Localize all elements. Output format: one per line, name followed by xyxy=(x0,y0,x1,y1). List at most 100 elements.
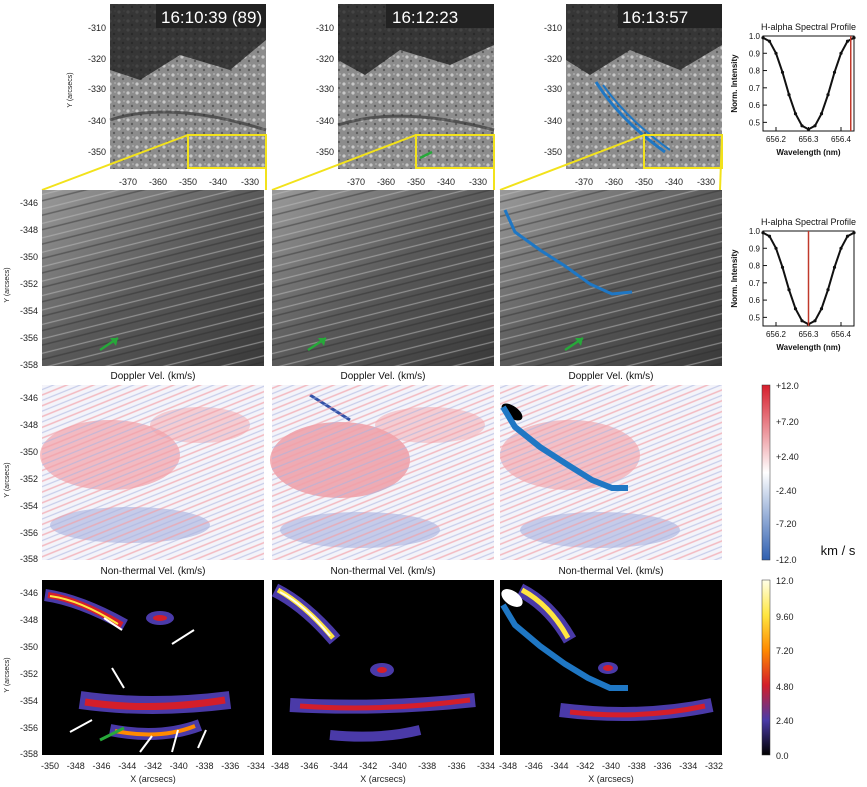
svg-text:9.60: 9.60 xyxy=(776,612,794,622)
svg-text:-352: -352 xyxy=(20,474,38,484)
svg-text:+12.0: +12.0 xyxy=(776,381,799,391)
profile-point xyxy=(800,319,804,323)
svg-text:-7.20: -7.20 xyxy=(776,519,797,529)
svg-text:-350: -350 xyxy=(88,147,106,157)
x-tick-label: -338 xyxy=(195,761,213,771)
profile-point xyxy=(832,265,837,269)
svg-text:-358: -358 xyxy=(20,360,38,370)
loop-trace xyxy=(500,405,628,491)
profile-point xyxy=(826,288,830,292)
x-tick-label: 656.2 xyxy=(766,135,787,144)
svg-text:-350: -350 xyxy=(20,642,38,652)
svg-text:-350: -350 xyxy=(20,447,38,457)
svg-text:X (arcsecs): X (arcsecs) xyxy=(588,774,634,784)
svg-text:Y (arcsecs): Y (arcsecs) xyxy=(4,267,11,302)
profile-point xyxy=(806,127,811,131)
svg-text:-320: -320 xyxy=(544,54,562,64)
svg-text:Doppler Vel. (km/s): Doppler Vel. (km/s) xyxy=(110,371,195,382)
svg-text:Non-thermal Vel. (km/s): Non-thermal Vel. (km/s) xyxy=(100,566,205,577)
svg-text:Doppler Vel. (km/s): Doppler Vel. (km/s) xyxy=(568,371,653,382)
nonthermal-y-axis: -346 -348 -350 -352 -354 -356 -358 Y (ar… xyxy=(4,588,38,759)
svg-text:-370: -370 xyxy=(347,177,365,187)
svg-text:-340: -340 xyxy=(437,177,455,187)
profile-point xyxy=(813,124,817,128)
overview-panel-3: 16:13:57 xyxy=(566,4,723,169)
svg-text:-330: -330 xyxy=(316,84,334,94)
profile-point xyxy=(774,246,778,250)
plot-frame xyxy=(762,35,855,132)
y-tick-label: 0.6 xyxy=(749,296,761,305)
profile-point xyxy=(761,36,765,40)
x-tick-label: -332 xyxy=(705,761,723,771)
svg-text:-370: -370 xyxy=(119,177,137,187)
chart-title: H-alpha Spectral Profile xyxy=(761,22,856,32)
loop-trace xyxy=(503,209,633,296)
overview-y-axis-3: -310 -320 -330 -340 -350 xyxy=(544,23,562,157)
svg-text:X (arcsecs): X (arcsecs) xyxy=(130,774,176,784)
doppler-panel-1 xyxy=(40,385,264,560)
x-tick-label: -346 xyxy=(92,761,110,771)
svg-text:-320: -320 xyxy=(316,54,334,64)
green-arrow-icon xyxy=(419,150,433,160)
profile-point xyxy=(767,39,772,43)
nonthermal-row-titles: Non-thermal Vel. (km/s) Non-thermal Vel.… xyxy=(100,566,663,577)
profile-point xyxy=(780,70,785,74)
profile-point xyxy=(832,70,837,74)
svg-text:Doppler Vel. (km/s): Doppler Vel. (km/s) xyxy=(340,371,425,382)
svg-text:-310: -310 xyxy=(544,23,562,33)
nonthermal-colorbar: 12.0 9.60 7.20 4.80 2.40 0.0 km / s xyxy=(761,543,856,761)
x-tick-label: -348 xyxy=(499,761,517,771)
svg-text:-360: -360 xyxy=(149,177,167,187)
x-tick-label: -344 xyxy=(550,761,568,771)
svg-text:-360: -360 xyxy=(605,177,623,187)
overview-panel-2: 16:12:23 xyxy=(337,4,495,169)
profile-point xyxy=(761,231,765,235)
svg-text:-370: -370 xyxy=(575,177,593,187)
svg-text:-340: -340 xyxy=(88,116,106,126)
svg-text:-340: -340 xyxy=(544,116,562,126)
profile-point xyxy=(787,93,791,97)
svg-text:-330: -330 xyxy=(544,84,562,94)
svg-text:-350: -350 xyxy=(316,147,334,157)
y-tick-label: 0.9 xyxy=(749,49,761,58)
timestamp-2: 16:12:23 xyxy=(392,8,458,27)
svg-text:-350: -350 xyxy=(635,177,653,187)
doppler-row-titles: Doppler Vel. (km/s) Doppler Vel. (km/s) … xyxy=(110,371,653,382)
colorbar-unit: km / s xyxy=(821,543,856,558)
x-tick-label: -336 xyxy=(448,761,466,771)
profile-point xyxy=(852,36,856,40)
svg-text:-348: -348 xyxy=(20,420,38,430)
overview-x-axis-3: -370 -360 -350 -340 -330 xyxy=(575,177,715,187)
svg-text:-350: -350 xyxy=(544,147,562,157)
x-tick-label: -340 xyxy=(389,761,407,771)
profile-point xyxy=(852,231,856,235)
y-tick-label: 1.0 xyxy=(749,32,761,41)
svg-text:Y (arcsecs): Y (arcsecs) xyxy=(4,462,11,497)
x-tick-label: -342 xyxy=(359,761,377,771)
svg-text:Y (arcsecs): Y (arcsecs) xyxy=(4,657,11,692)
svg-text:12.0: 12.0 xyxy=(776,576,794,586)
green-arrow-icon xyxy=(99,726,125,742)
svg-text:-348: -348 xyxy=(20,225,38,235)
svg-text:-354: -354 xyxy=(20,501,38,511)
y-tick-label: 0.6 xyxy=(749,101,761,110)
svg-text:-354: -354 xyxy=(20,306,38,316)
overview-x-axis-2: -370 -360 -350 -340 -330 xyxy=(347,177,487,187)
svg-text:-330: -330 xyxy=(469,177,487,187)
x-tick-label: -348 xyxy=(271,761,289,771)
x-tick-label: -344 xyxy=(330,761,348,771)
svg-text:-356: -356 xyxy=(20,528,38,538)
x-tick-label: -334 xyxy=(247,761,265,771)
y-tick-label: 1.0 xyxy=(749,227,761,236)
bottom-x-labels: X (arcsecs) X (arcsecs) X (arcsecs) xyxy=(130,774,634,784)
svg-text:X (arcsecs): X (arcsecs) xyxy=(360,774,406,784)
profile-point xyxy=(767,234,772,238)
x-tick-label: -346 xyxy=(525,761,543,771)
y-tick-label: 0.5 xyxy=(749,118,761,127)
svg-text:-352: -352 xyxy=(20,279,38,289)
profile-point xyxy=(839,246,843,250)
svg-text:-350: -350 xyxy=(20,252,38,262)
profile-point xyxy=(800,124,804,128)
spectral-profile-chart-2: H-alpha Spectral Profile Wavelength (nm) N… xyxy=(730,217,856,352)
